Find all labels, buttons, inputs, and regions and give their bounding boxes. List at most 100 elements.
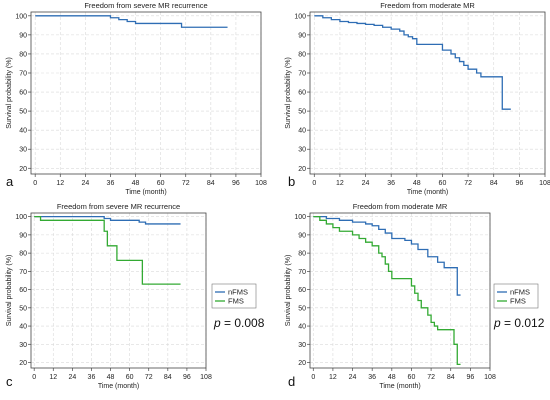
x-tick-label: 12 [329,374,337,381]
y-tick-label: 20 [19,360,27,367]
x-axis-label: Time (month) [98,383,139,390]
panel-letter: c [6,374,13,389]
y-tick-label: 40 [19,324,27,331]
x-tick-label: 60 [126,374,134,381]
x-tick-label: 24 [362,180,370,187]
plot-frame [309,212,491,369]
x-tick-label: 12 [56,180,64,187]
y-tick-label: 50 [298,305,306,312]
x-tick-label: 108 [484,374,496,381]
x-tick-label: 0 [32,374,36,381]
legend-box [493,283,539,309]
legend-box [211,283,257,309]
x-tick-label: 36 [88,374,96,381]
series-line-survival [314,15,511,110]
x-tick-label: 84 [447,374,455,381]
y-tick-label: 60 [298,90,306,97]
y-tick-label: 30 [298,147,306,154]
y-axis-label: Survival probability (%) [6,57,13,129]
plot-frame [309,11,546,175]
x-tick-label: 24 [81,180,89,187]
y-tick-label: 30 [19,342,27,349]
y-tick-label: 40 [298,324,306,331]
x-tick-label: 12 [49,374,57,381]
x-tick-label: 84 [490,180,498,187]
p-value-symbol: p [213,316,221,330]
y-tick-label: 100 [294,13,306,20]
x-axis-label: Time (month) [379,383,420,390]
x-tick-label: 0 [33,180,37,187]
x-tick-label: 48 [132,180,140,187]
x-axis-label: Time (month) [125,189,166,196]
y-tick-label: 100 [15,13,27,20]
y-tick-label: 20 [298,360,306,367]
x-tick-label: 84 [164,374,172,381]
y-tick-label: 80 [19,251,27,258]
chart-title: Freedom from severe MR recurrence [57,202,180,211]
p-value-number: = 0.012 [501,316,545,330]
chart-title: Freedom from severe MR recurrence [84,1,207,10]
y-tick-label: 70 [298,269,306,276]
plot-frame [30,212,207,369]
x-tick-label: 24 [349,374,357,381]
y-axis-label: Survival probability (%) [285,255,292,327]
panel-letter: a [6,174,14,189]
x-tick-label: 72 [145,374,153,381]
y-tick-label: 90 [298,32,306,39]
x-tick-label: 96 [515,180,523,187]
y-tick-label: 70 [19,269,27,276]
x-tick-label: 84 [207,180,215,187]
x-tick-label: 108 [539,180,550,187]
x-tick-label: 60 [157,180,165,187]
legend-label: FMS [228,297,244,306]
x-tick-label: 36 [387,180,395,187]
chart-title: Freedom from moderate MR [353,202,448,211]
y-tick-label: 60 [19,90,27,97]
y-tick-label: 60 [19,287,27,294]
y-tick-label: 70 [298,70,306,77]
chart-panel-d: 0 12 24 36 48 60 72 84 96 108 20 30 40 50 60 70 80 90 100 F… [285,202,545,390]
y-tick-label: 100 [15,214,27,221]
series-line-fms [313,215,461,366]
x-tick-label: 72 [464,180,472,187]
series-line-survival [35,15,228,28]
x-tick-label: 48 [388,374,396,381]
y-tick-label: 80 [298,51,306,58]
y-tick-label: 50 [19,109,27,116]
y-tick-label: 80 [19,51,27,58]
p-value-number: = 0.008 [221,316,265,330]
y-tick-label: 30 [19,147,27,154]
chart-title: Freedom from moderate MR [380,1,475,10]
series-line-nfms [34,215,181,225]
series-line-nfms [313,215,461,296]
y-tick-label: 40 [19,128,27,135]
y-tick-label: 90 [19,232,27,239]
y-tick-label: 70 [19,70,27,77]
x-tick-label: 12 [336,180,344,187]
x-tick-label: 72 [182,180,190,187]
y-tick-label: 40 [298,128,306,135]
x-tick-label: 96 [466,374,474,381]
x-tick-label: 60 [408,374,416,381]
x-tick-label: 108 [255,180,267,187]
legend-label: nFMS [228,288,248,297]
y-axis-label: Survival probability (%) [6,255,13,327]
x-tick-label: 36 [107,180,115,187]
x-tick-label: 0 [312,180,316,187]
chart-panel-a: 0 12 24 36 48 60 72 84 96 108 20 30 40 50 60 70 80 90 100 F… [6,1,267,196]
panel-letter: b [288,174,295,189]
series-line-fms [34,215,181,285]
x-tick-label: 0 [311,374,315,381]
y-tick-label: 90 [298,232,306,239]
x-tick-label: 48 [107,374,115,381]
x-tick-label: 72 [427,374,435,381]
x-tick-label: 96 [183,374,191,381]
y-tick-label: 100 [294,214,306,221]
x-tick-label: 36 [368,374,376,381]
y-tick-label: 20 [298,166,306,173]
chart-panel-c: 0 12 24 36 48 60 72 84 96 108 20 30 40 50 60 70 80 90 100 F… [6,202,265,390]
y-axis-label: Survival probability (%) [285,57,292,129]
